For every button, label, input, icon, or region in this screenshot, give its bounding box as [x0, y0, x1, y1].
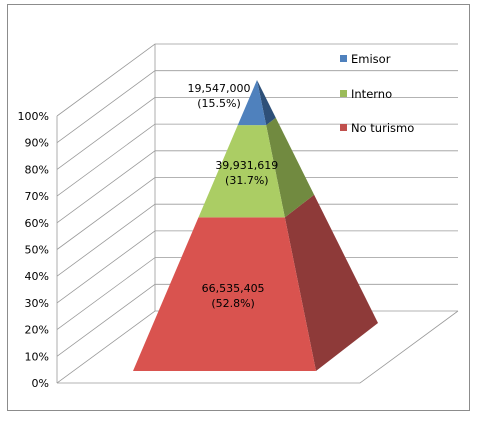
y-tick-label: 100%	[18, 110, 49, 123]
y-tick-label: 30%	[25, 297, 49, 310]
floor-edge	[57, 310, 459, 384]
data-labels: 66,535,405 (52.8%) 39,931,619 (31.7%) 19,547…	[188, 82, 279, 310]
pyramid	[133, 80, 378, 371]
y-tick-label: 80%	[25, 163, 49, 176]
legend-label: No turismo	[351, 121, 414, 135]
data-label-value-no-turismo: 66,535,405	[202, 282, 265, 295]
legend-swatch	[340, 90, 347, 97]
y-tick-label: 20%	[25, 324, 49, 337]
data-label-percent-interno: (31.7%)	[225, 174, 269, 187]
pyramid-segment-interno	[198, 125, 285, 218]
legend-swatch	[340, 55, 347, 62]
y-tick-label: 50%	[25, 244, 49, 257]
y-tick-label: 0%	[32, 377, 49, 390]
data-label-value-interno: 39,931,619	[215, 159, 278, 172]
pyramid-side-interno	[266, 117, 315, 218]
data-label-value-emisor: 19,547,000	[188, 82, 251, 95]
y-axis-tick-labels: 0% 10% 20% 30% 40% 50% 60% 70% 80% 90% 100%	[18, 110, 49, 390]
legend-label: Emisor	[351, 52, 391, 66]
pyramid-segment-no-turismo	[133, 217, 316, 371]
y-tick-label: 10%	[25, 350, 49, 363]
data-label-percent-no-turismo: (52.8%)	[211, 297, 255, 310]
pyramid-side-emisor	[257, 80, 276, 126]
legend-label: Interno	[351, 87, 392, 101]
legend-swatch	[340, 124, 347, 131]
pyramid-segment-emisor	[237, 80, 267, 126]
pyramid-side-no-turismo	[284, 194, 378, 371]
y-tick-label: 40%	[25, 270, 49, 283]
legend: Emisor Interno No turismo	[340, 52, 414, 135]
data-label-percent-emisor: (15.5%)	[197, 97, 241, 110]
y-tick-label: 60%	[25, 217, 49, 230]
y-tick-label: 90%	[25, 137, 49, 150]
y-tick-label: 70%	[25, 190, 49, 203]
